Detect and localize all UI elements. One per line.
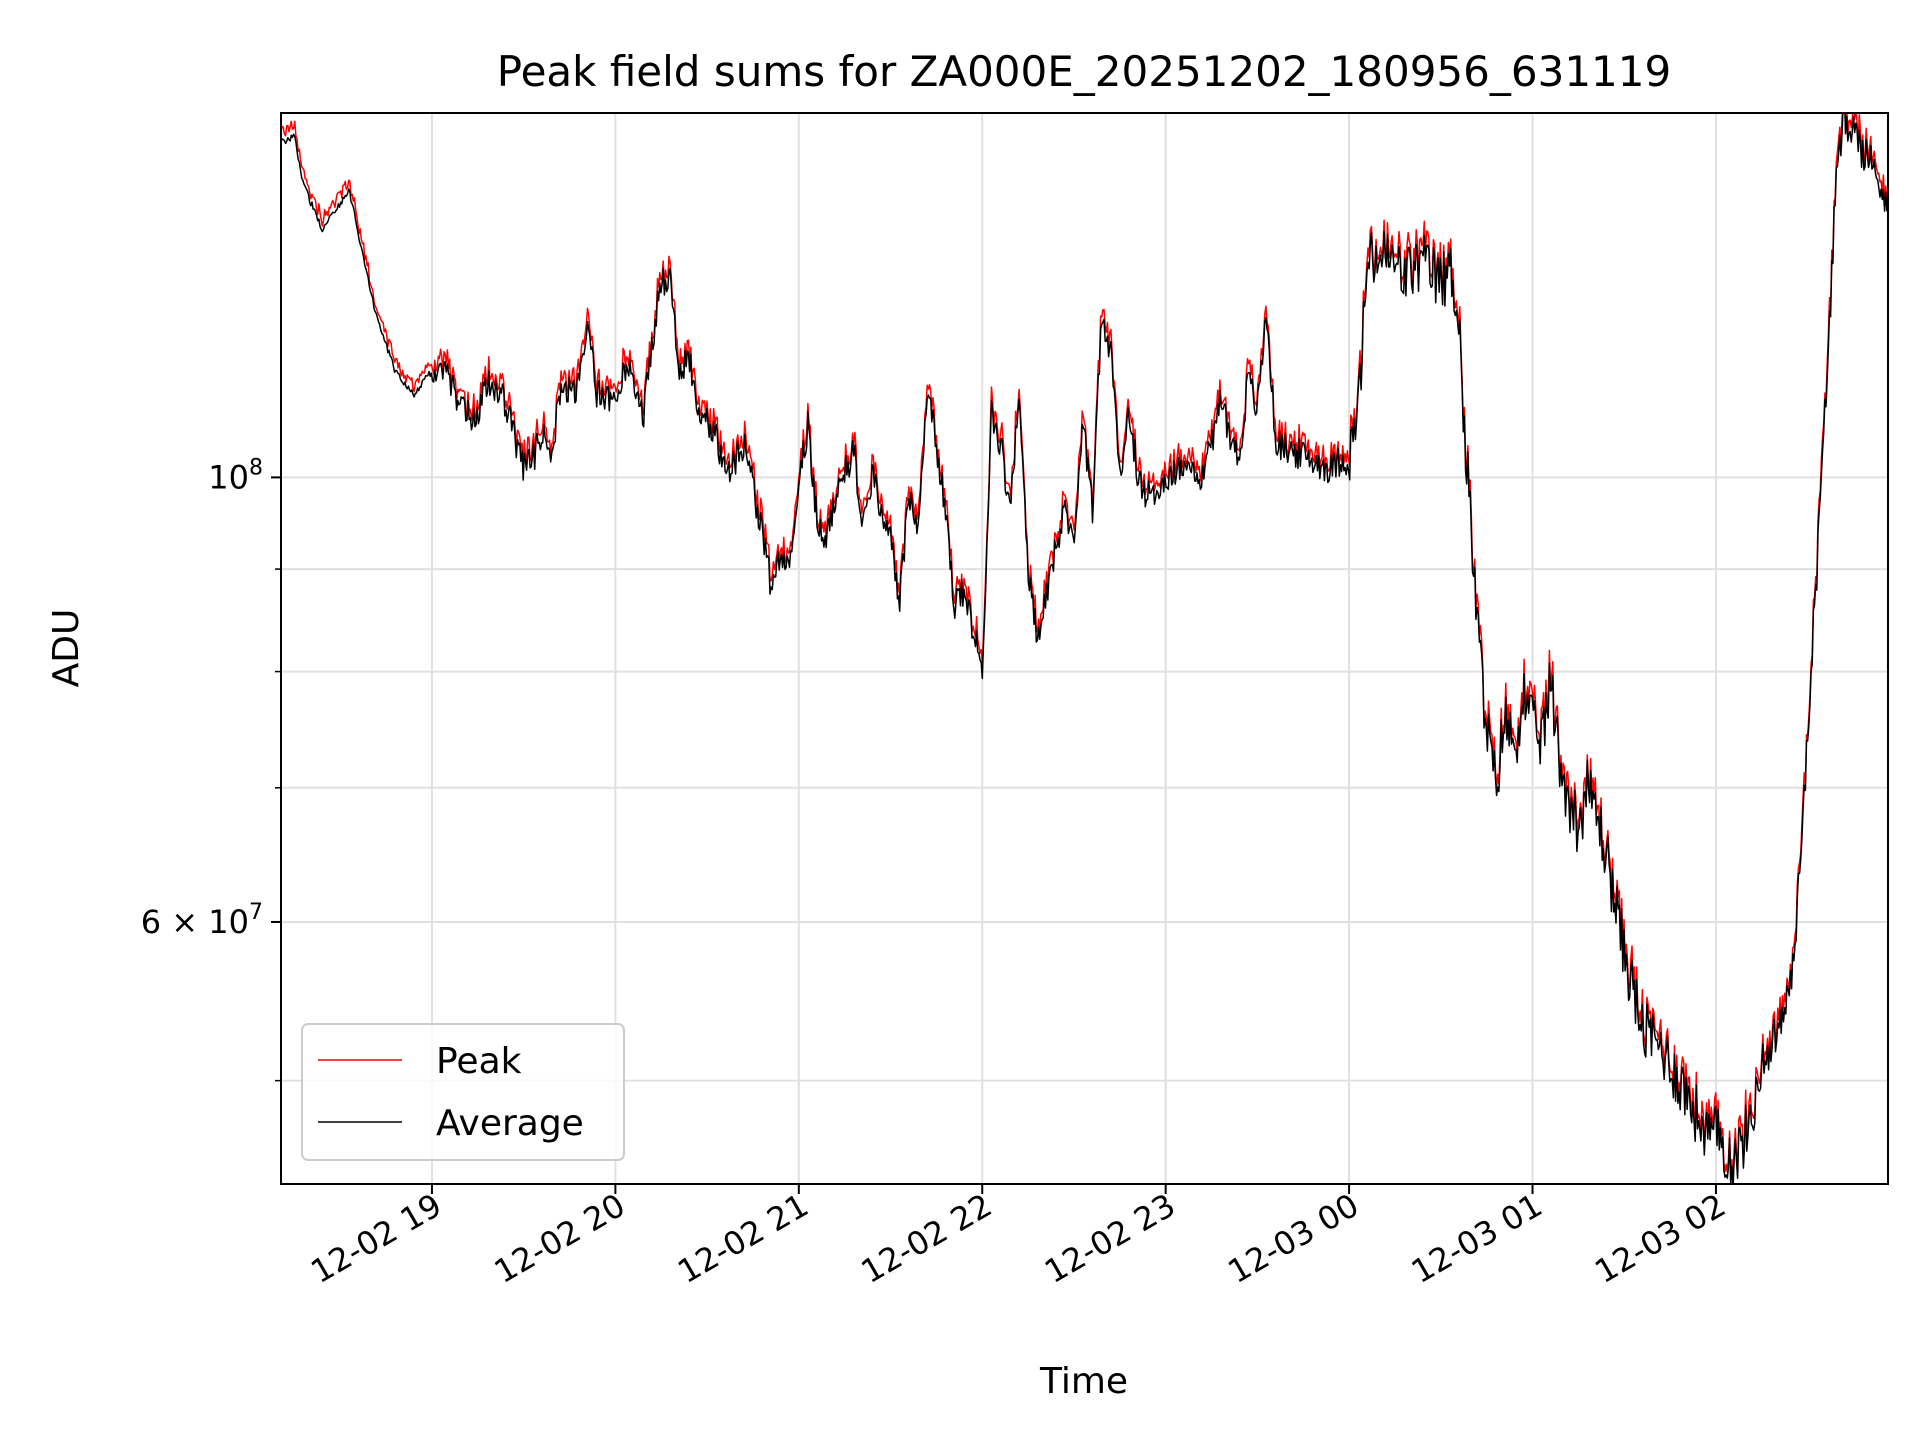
x-axis-label: Time [1039, 1361, 1128, 1402]
chart-title: Peak field sums for ZA000E_20251202_1809… [497, 47, 1671, 96]
legend: Peak Average [301, 1023, 625, 1161]
x-tick-label: 12-03 00 [1221, 1186, 1365, 1291]
x-tick-label: 12-02 22 [855, 1186, 999, 1291]
x-tick-label: 12-02 19 [304, 1186, 448, 1291]
legend-peak-label: Peak [436, 1041, 522, 1082]
x-tick-label: 12-02 21 [671, 1186, 815, 1291]
y-tick-label: 108 [208, 455, 263, 496]
x-tick-label: 12-02 23 [1038, 1186, 1182, 1291]
series-average-line [281, 113, 1888, 1184]
plot-lines [281, 113, 1888, 1184]
x-tick-label: 12-03 01 [1405, 1186, 1549, 1291]
y-tick-label: 6 × 107 [141, 900, 263, 941]
y-axis-label: ADU [46, 609, 87, 688]
x-axis: 12-02 19 12-02 20 12-02 21 12-02 22 12-02 23… [304, 1184, 1732, 1291]
plot-frame [280, 112, 1889, 1185]
legend-average-label: Average [436, 1103, 584, 1144]
legend-box [301, 1023, 625, 1161]
y-axis: 108 6 × 107 [141, 455, 281, 1082]
x-tick-label: 12-02 20 [488, 1186, 632, 1291]
x-tick-label: 12-03 02 [1588, 1186, 1732, 1291]
